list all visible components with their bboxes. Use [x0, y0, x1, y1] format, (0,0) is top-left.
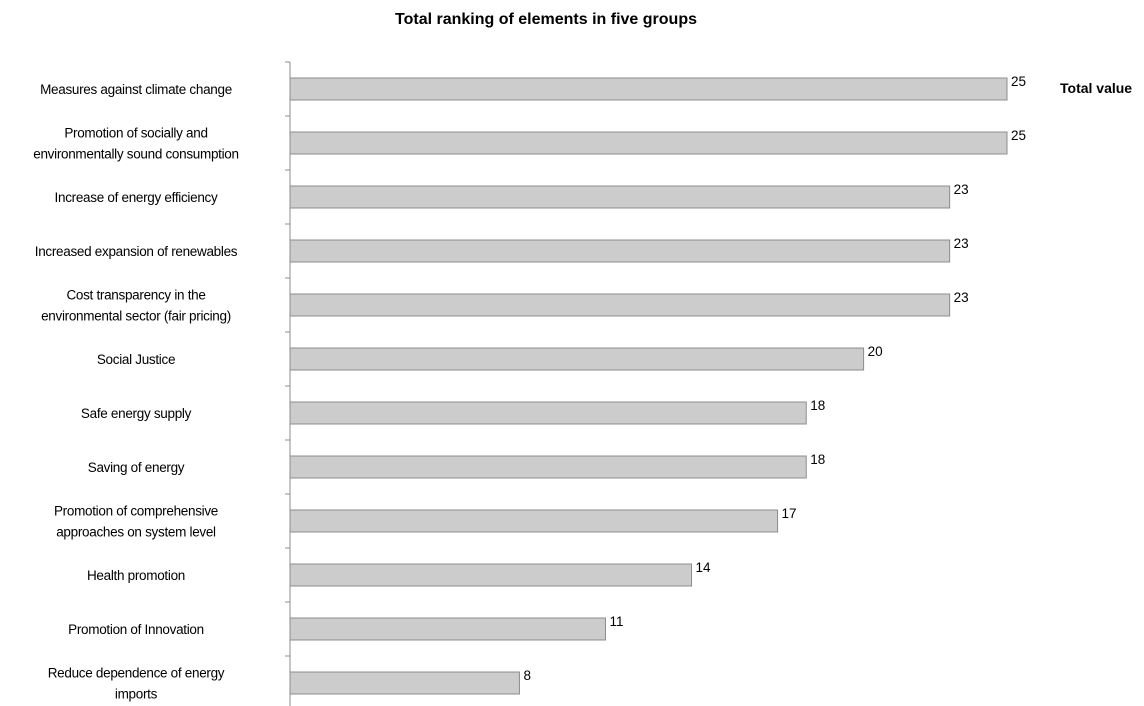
category-label: Increased expansion of renewables — [35, 244, 238, 259]
value-label: 14 — [696, 560, 712, 575]
value-label: 25 — [1011, 128, 1026, 143]
category-label: Promotion of socially and environmentally… — [33, 126, 238, 162]
value-label: 18 — [810, 452, 825, 467]
category-label-line: imports — [115, 687, 158, 702]
category-label: Measures against climate change — [40, 82, 232, 97]
category-label-line: Saving of energy — [88, 460, 185, 475]
category-labels: Measures against climate change Promotion… — [33, 82, 239, 702]
value-labels: 25 25 23 23 23 20 18 18 17 14 11 8 — [523, 74, 1026, 683]
value-label: 25 — [1011, 74, 1026, 89]
value-label: 8 — [523, 668, 531, 683]
bar — [289, 293, 951, 317]
category-label-line: Promotion of Innovation — [68, 622, 204, 637]
bar — [289, 347, 865, 371]
bar — [289, 185, 951, 209]
value-label: 23 — [954, 290, 969, 305]
chart-title: Total ranking of elements in five groups — [395, 11, 697, 28]
category-label: Reduce dependence of energy imports — [48, 666, 225, 702]
category-label: Health promotion — [87, 568, 185, 583]
category-label-line: Increased expansion of renewables — [35, 244, 238, 259]
category-label: Safe energy supply — [81, 406, 192, 421]
bar — [289, 401, 807, 425]
bar — [289, 617, 606, 641]
category-label: Saving of energy — [88, 460, 185, 475]
bars — [289, 77, 1008, 695]
category-label: Increase of energy efficiency — [55, 190, 218, 205]
category-label: Promotion of Innovation — [68, 622, 204, 637]
bar — [289, 563, 693, 587]
bar — [289, 131, 1008, 155]
category-label: Cost transparency in the environmental se… — [41, 288, 231, 324]
value-label: 17 — [782, 506, 797, 521]
value-label: 23 — [954, 182, 969, 197]
value-label: 11 — [609, 614, 623, 629]
category-label-line: Increase of energy efficiency — [55, 190, 218, 205]
category-label-line: Cost transparency in the — [66, 288, 205, 303]
value-label: 23 — [954, 236, 969, 251]
category-label: Social Justice — [97, 352, 175, 367]
category-label-line: environmentally sound consumption — [33, 147, 238, 162]
bar — [289, 509, 779, 533]
category-label-line: Promotion of comprehensive — [54, 504, 218, 519]
value-label: 18 — [810, 398, 825, 413]
bar — [289, 455, 807, 479]
category-label-line: Safe energy supply — [81, 406, 192, 421]
bar — [289, 671, 520, 695]
category-label-line: Reduce dependence of energy — [48, 666, 225, 681]
category-label-line: approaches on system level — [56, 525, 216, 540]
y-axis — [285, 61, 291, 706]
category-label-line: environmental sector (fair pricing) — [41, 309, 231, 324]
value-label: 20 — [868, 344, 883, 359]
legend-label: Total value — [1060, 80, 1132, 96]
bar — [289, 77, 1008, 101]
bar — [289, 239, 951, 263]
category-label-line: Measures against climate change — [40, 82, 232, 97]
category-label: Promotion of comprehensive approaches on … — [54, 504, 218, 540]
category-label-line: Promotion of socially and — [64, 126, 207, 141]
category-label-line: Health promotion — [87, 568, 185, 583]
category-label-line: Social Justice — [97, 352, 175, 367]
